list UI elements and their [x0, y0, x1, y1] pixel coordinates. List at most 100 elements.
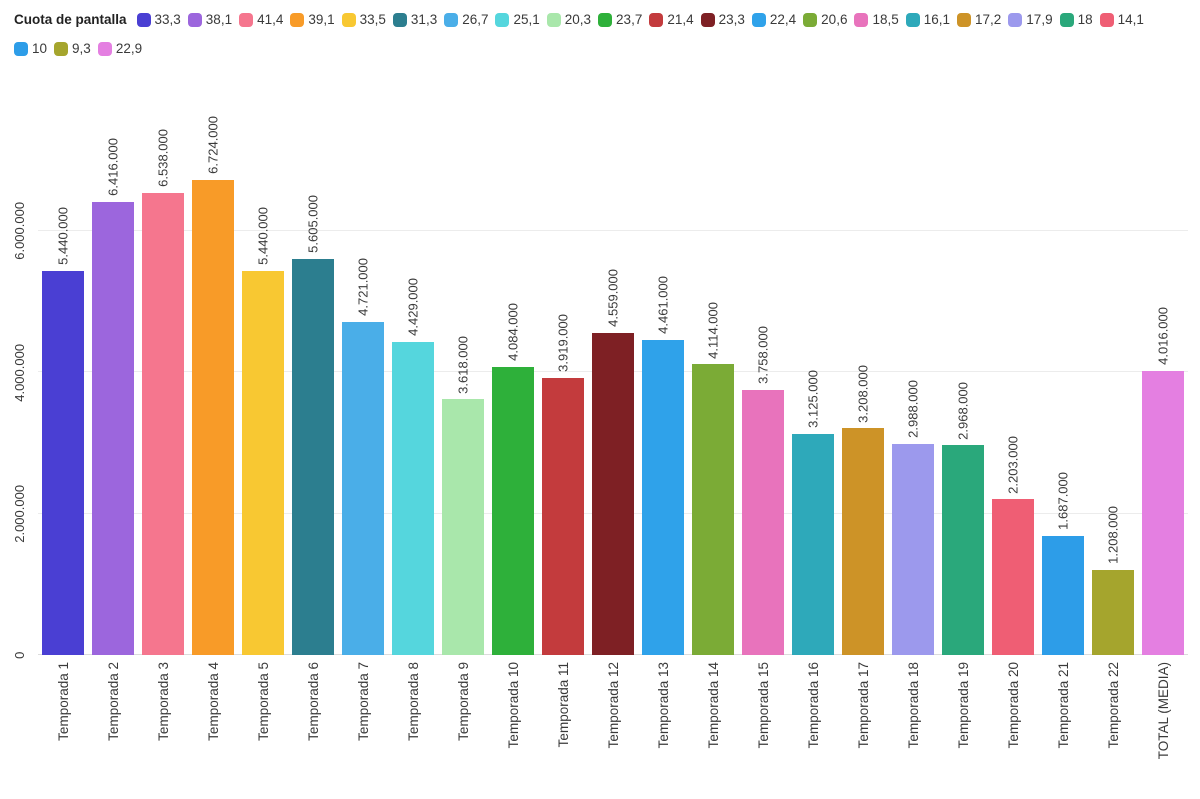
- bar-temporada-2[interactable]: [92, 201, 134, 655]
- legend-item-label: 33,5: [359, 12, 386, 27]
- legend-item[interactable]: 22,4: [751, 12, 796, 27]
- bar-temporada-5[interactable]: [242, 270, 284, 655]
- x-axis-label-cell: Temporada 5: [238, 662, 288, 759]
- bar-column: 3.125.000: [788, 96, 838, 655]
- bar-column: 2.968.000: [938, 96, 988, 655]
- legend-item[interactable]: 18,5: [854, 12, 899, 27]
- bar-value-label: 2.988.000: [905, 380, 921, 438]
- bar-temporada-21[interactable]: [1042, 535, 1084, 655]
- x-axis-label-cell: Temporada 4: [188, 662, 238, 759]
- x-axis-label-cell: Temporada 9: [438, 662, 488, 759]
- bar-value-label: 4.084.000: [505, 302, 521, 361]
- x-axis-label: Temporada 4: [205, 662, 221, 741]
- legend-item[interactable]: 25,1: [495, 12, 540, 27]
- x-axis-label-cell: Temporada 7: [338, 662, 388, 759]
- x-axis-label: Temporada 5: [255, 662, 271, 741]
- x-axis-label-cell: Temporada 17: [838, 662, 888, 759]
- bar-temporada-22[interactable]: [1092, 569, 1134, 655]
- legend-item[interactable]: 41,4: [239, 12, 283, 27]
- bar-value-label: 6.538.000: [155, 129, 171, 188]
- legend-swatch-icon: [649, 12, 664, 27]
- legend-swatch-icon: [700, 12, 715, 27]
- x-axis-label: Temporada 20: [1005, 662, 1021, 749]
- legend-item[interactable]: 33,5: [341, 12, 386, 27]
- bar-value-label: 5.440.000: [255, 206, 271, 265]
- bar-temporada-18[interactable]: [892, 443, 934, 655]
- x-axis-label-cell: Temporada 15: [738, 662, 788, 759]
- legend-item[interactable]: 21,4: [649, 12, 694, 27]
- bar-value-label: 3.618.000: [455, 335, 471, 394]
- bar-temporada-13[interactable]: [642, 339, 684, 655]
- bar-temporada-9[interactable]: [442, 399, 484, 655]
- bar-column: 2.988.000: [888, 96, 938, 655]
- legend-swatch-icon: [854, 12, 869, 27]
- bar-column: 6.416.000: [88, 96, 138, 655]
- plot-area: 0 2.000.000 4.000.000 6.000.000 5.440.000 6.4…: [4, 96, 1192, 659]
- x-axis-label: Temporada 9: [455, 662, 471, 741]
- bar-temporada-8[interactable]: [392, 342, 434, 655]
- legend-item[interactable]: 31,3: [392, 12, 437, 27]
- legend-item[interactable]: 22,9: [97, 41, 142, 56]
- x-axis-label-cell: Temporada 14: [688, 662, 738, 759]
- bar-total-media[interactable]: [1142, 371, 1184, 655]
- bar-temporada-11[interactable]: [542, 378, 584, 655]
- bar-temporada-16[interactable]: [792, 434, 834, 655]
- bar-temporada-10[interactable]: [492, 366, 534, 655]
- x-axis-label-cell: Temporada 19: [938, 662, 988, 759]
- bar-temporada-3[interactable]: [142, 193, 184, 655]
- x-axis-label: Temporada 1: [55, 662, 71, 741]
- legend-item[interactable]: 9,3: [54, 41, 91, 56]
- bar-temporada-17[interactable]: [842, 428, 884, 655]
- x-axis-label-cell: Temporada 20: [988, 662, 1038, 759]
- bars-container: 5.440.000 6.416.000 6.538.000 6.724.000 5.44…: [38, 96, 1188, 655]
- bar-column: 1.208.000: [1088, 96, 1138, 655]
- bar-temporada-12[interactable]: [592, 332, 634, 655]
- legend-item[interactable]: 16,1: [905, 12, 950, 27]
- legend-item[interactable]: 23,3: [700, 12, 745, 27]
- legend-item-label: 20,6: [821, 12, 848, 27]
- bar-value-label: 3.208.000: [855, 364, 871, 423]
- x-axis-label-cell: Temporada 22: [1088, 662, 1138, 759]
- legend-item[interactable]: 23,7: [598, 12, 642, 27]
- bar-column: 3.758.000: [738, 96, 788, 655]
- legend-swatch-icon: [239, 12, 254, 27]
- bar-temporada-7[interactable]: [342, 321, 384, 655]
- legend-item[interactable]: 17,9: [1008, 12, 1053, 27]
- legend-item[interactable]: 20,6: [803, 12, 847, 27]
- legend-swatch-icon: [392, 12, 407, 27]
- bar-temporada-20[interactable]: [992, 499, 1034, 655]
- x-axis-label-cell: Temporada 3: [138, 662, 188, 759]
- legend-swatch-icon: [751, 12, 766, 27]
- legend-item-label: 18,5: [872, 12, 899, 27]
- legend-swatch-icon: [905, 12, 920, 27]
- bar-column: 5.440.000: [238, 96, 288, 655]
- bar-temporada-15[interactable]: [742, 389, 784, 655]
- bar-value-label: 4.461.000: [655, 276, 671, 334]
- x-axis-label-cell: Temporada 12: [588, 662, 638, 759]
- x-axis-label: Temporada 6: [305, 662, 321, 741]
- bar-temporada-14[interactable]: [692, 364, 734, 655]
- legend-item-label: 17,9: [1026, 12, 1053, 27]
- legend-item[interactable]: 33,3: [136, 12, 181, 27]
- bar-column: 4.084.000: [488, 96, 538, 655]
- legend-item[interactable]: 26,7: [444, 12, 488, 27]
- bar-temporada-19[interactable]: [942, 445, 984, 655]
- bar-temporada-1[interactable]: [42, 270, 84, 655]
- bar-value-label: 5.440.000: [55, 206, 71, 265]
- legend-item[interactable]: 39,1: [290, 12, 335, 27]
- bar-value-label: 3.919.000: [555, 314, 571, 373]
- x-axis-label: Temporada 17: [855, 662, 871, 749]
- legend-item[interactable]: 17,2: [957, 12, 1001, 27]
- legend-item[interactable]: 18: [1059, 12, 1093, 27]
- bar-column: 6.724.000: [188, 96, 238, 655]
- legend-item[interactable]: 14,1: [1099, 12, 1144, 27]
- chart-legend: Cuota de pantalla 33,3 38,1 41,4 39,1 33,5 31…: [14, 12, 1194, 56]
- legend-item[interactable]: 20,3: [546, 12, 591, 27]
- legend-item[interactable]: 38,1: [187, 12, 232, 27]
- bar-temporada-6[interactable]: [292, 259, 334, 655]
- legend-item-label: 17,2: [975, 12, 1002, 27]
- bar-temporada-4[interactable]: [192, 180, 234, 655]
- x-axis-labels: Temporada 1 Temporada 2 Temporada 3 Tempora…: [38, 655, 1192, 759]
- legend-item-label: 26,7: [462, 12, 489, 27]
- legend-item[interactable]: 10: [14, 41, 47, 56]
